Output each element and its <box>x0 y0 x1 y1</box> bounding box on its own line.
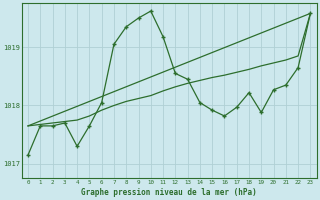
X-axis label: Graphe pression niveau de la mer (hPa): Graphe pression niveau de la mer (hPa) <box>81 188 257 197</box>
